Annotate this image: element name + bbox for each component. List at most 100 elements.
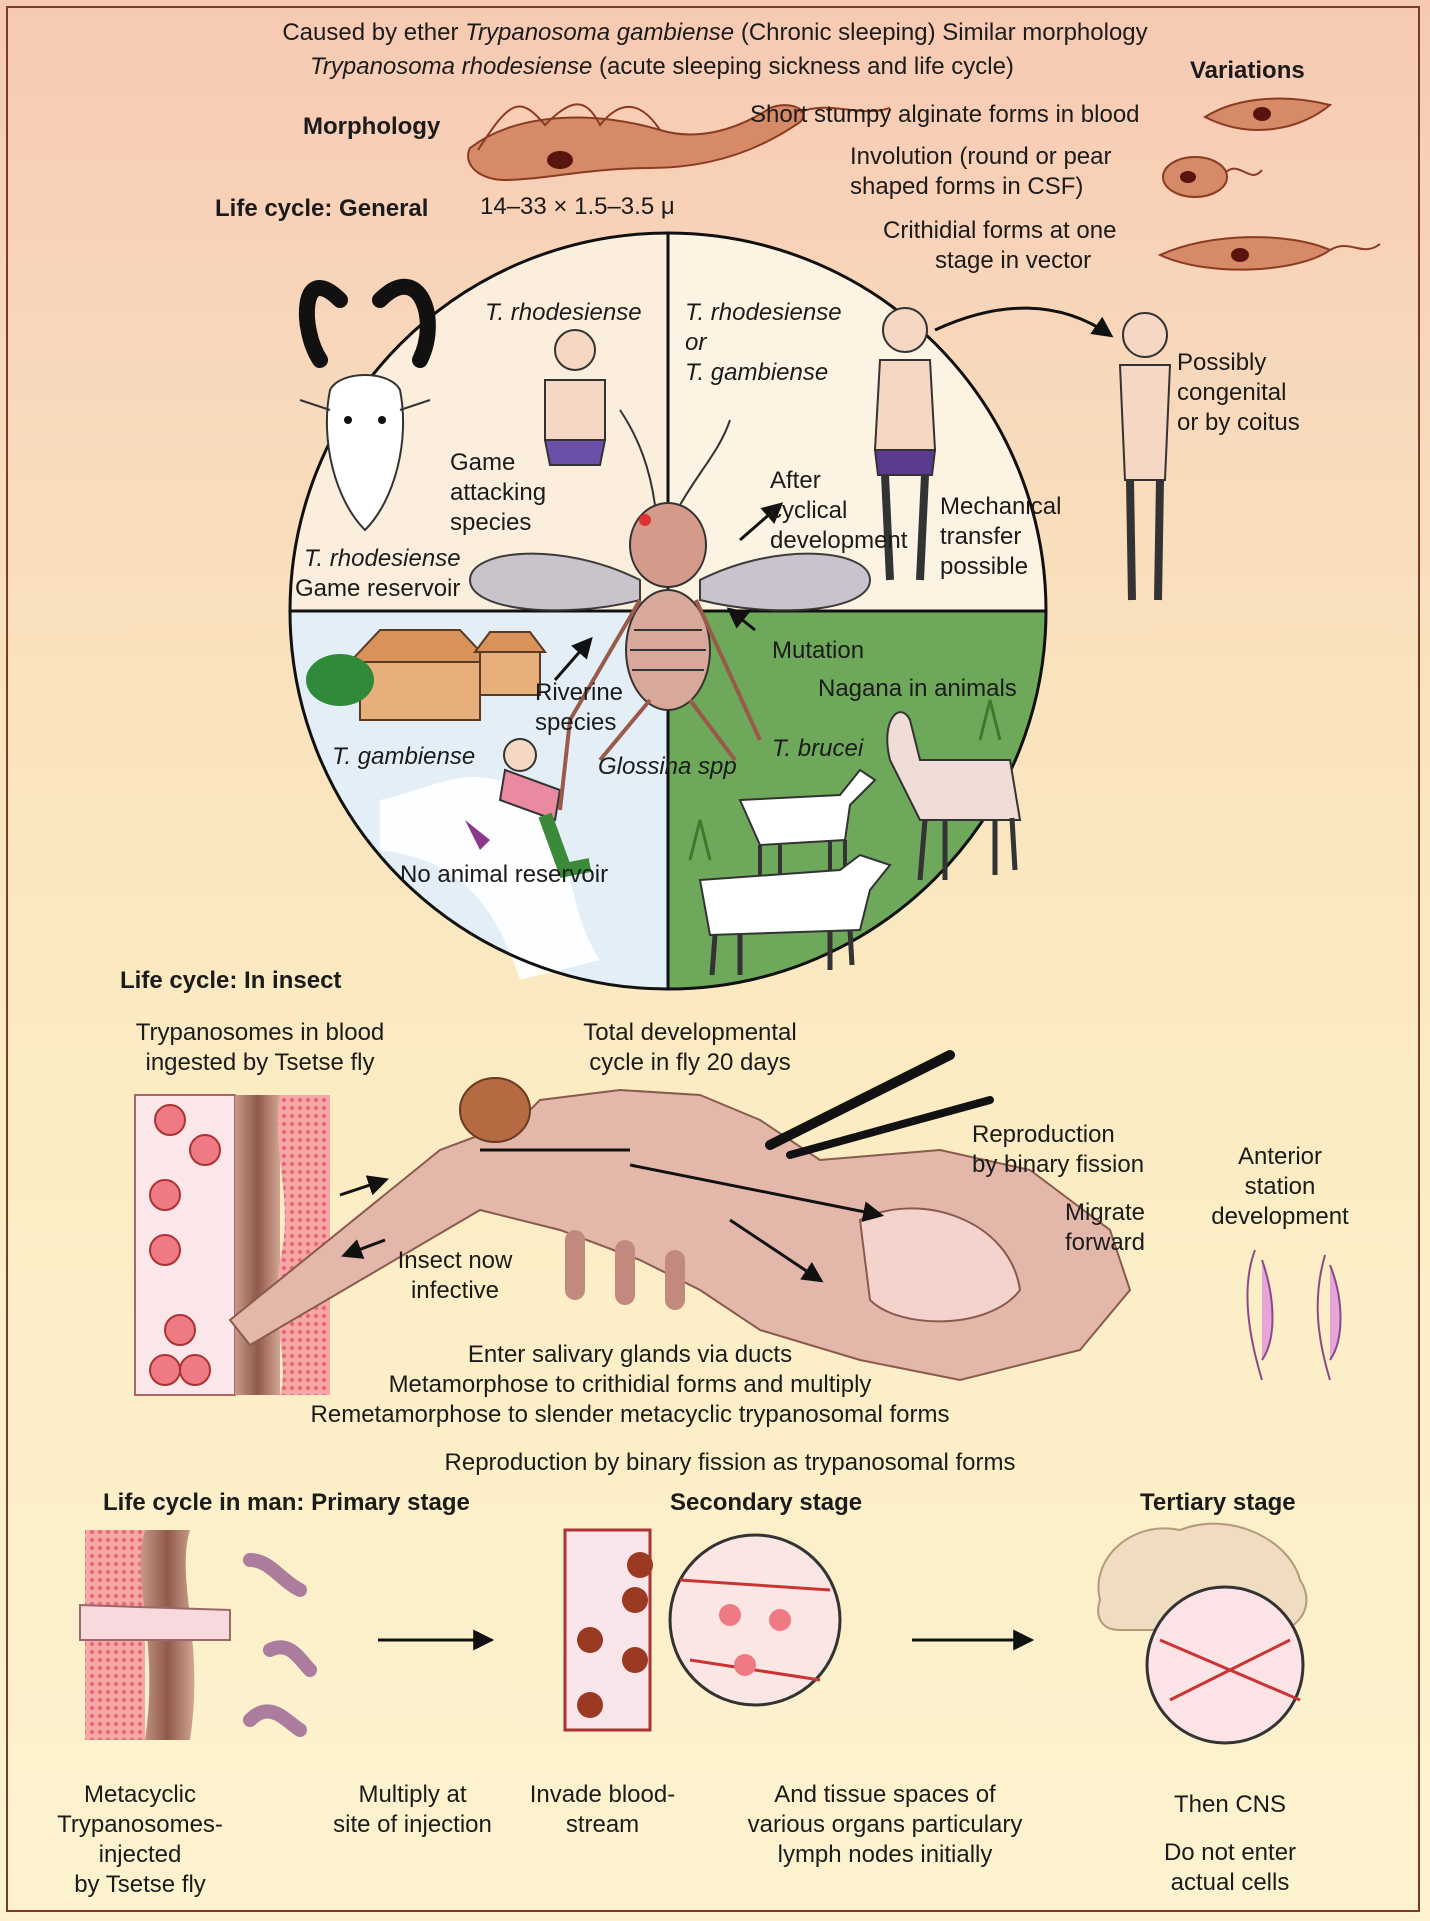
label-rhod-or-1: T. rhodesiense (685, 299, 842, 326)
metacyclic-label-4: by Tsetse fly (74, 1871, 206, 1898)
arrow-mutation (726, 607, 756, 632)
goat-figure (738, 768, 877, 880)
multiply-label-1: Multiply at (358, 1781, 467, 1808)
brain-cns (1097, 1522, 1308, 1745)
blood-vessel-insect (134, 1094, 330, 1396)
woman-figure (1118, 312, 1172, 601)
tissue-label-2: various organs particulary (747, 1811, 1023, 1838)
label-mutation: Mutation (772, 637, 865, 664)
total-cycle-label-1: Total developmental (583, 1019, 797, 1046)
anterior-station-forms (1246, 1249, 1342, 1381)
label-after-3: development (770, 527, 908, 554)
label-t-gambiense: T. gambiense (332, 743, 476, 770)
morphology-label: Morphology (303, 113, 441, 140)
reproduction-label-1: Reproduction (972, 1121, 1115, 1148)
injection-site (79, 1530, 317, 1740)
label-rhod-or-2: or (685, 329, 707, 356)
variations-heading: Variations (1190, 57, 1305, 84)
not-enter-label-2: actual cells (1170, 1869, 1290, 1896)
tertiary-stage-heading: Tertiary stage (1140, 1489, 1296, 1516)
infective-label-2: infective (410, 1277, 500, 1304)
insect-step-2: Metamorphose to crithidial forms and mul… (388, 1371, 872, 1398)
life-cycle-general-heading: Life cycle: General (215, 195, 429, 222)
variation-3-label-a: Crithidial forms at one (883, 217, 1117, 244)
header-line1-text-a: Caused by ether (282, 19, 466, 46)
secondary-stage-heading: Secondary stage (670, 1489, 863, 1516)
header-line-1: Caused by ether Trypanosoma gambiense (C… (0, 18, 1430, 48)
label-game-3: species (450, 509, 532, 536)
bloodstream-vessel (563, 1528, 653, 1732)
label-riverine-1: Riverine (535, 679, 624, 706)
reproduction-label-2: by binary fission (972, 1151, 1145, 1178)
human-standing (873, 307, 937, 581)
human-sitting (543, 329, 607, 466)
label-glossina: Glossina spp (598, 753, 737, 780)
infective-label-1: Insect now (397, 1247, 513, 1274)
label-nagana: Nagana in animals (818, 675, 1017, 702)
label-rhod-or-3: T. gambiense (685, 359, 829, 386)
header-line1-text-c: (Chronic sleeping) Similar morphology (734, 19, 1148, 46)
multiply-label-2: site of injection (333, 1811, 492, 1838)
arrow-congenital (934, 306, 1114, 338)
label-t-brucei: T. brucei (772, 735, 864, 762)
arrow-cyclical (739, 502, 784, 542)
not-enter-label-1: Do not enter (1163, 1839, 1297, 1866)
label-game-1: Game (450, 449, 516, 476)
variation-3-label-b: stage in vector (935, 247, 1092, 274)
label-after-1: After (770, 467, 821, 494)
label-mechanical-2: transfer (940, 523, 1022, 550)
label-possibly-1: Possibly (1177, 349, 1267, 376)
variation-1-label: Short stumpy alginate forms in blood (750, 101, 1140, 128)
ingested-label-1: Trypanosomes in blood (135, 1019, 385, 1046)
metacyclic-label-2: Trypanosomes- (57, 1811, 223, 1838)
insect-step-3: Remetamorphose to slender metacyclic try… (310, 1401, 950, 1428)
label-no-animal: No animal reservoir (400, 861, 609, 888)
header-line2-text: (acute sleeping sickness and life cycle) (592, 53, 1014, 80)
label-possibly-3: or by coitus (1177, 409, 1300, 436)
repro-binary-label: Reproduction by binary fission as trypan… (444, 1449, 1016, 1476)
label-mechanical-3: possible (940, 553, 1029, 580)
migrate-label-2: forward (1064, 1229, 1146, 1256)
header-line2-species: Trypanosoma rhodesiense (310, 53, 593, 80)
tsetse-fly-anatomy (228, 1050, 1132, 1382)
variation-2-label-a: Involution (round or pear (850, 143, 1112, 170)
label-after-2: cyclical (770, 497, 848, 524)
anterior-label-3: development (1211, 1203, 1349, 1230)
insect-step-1: Enter salivary glands via ducts (467, 1341, 793, 1368)
cns-label: Then CNS (1173, 1791, 1287, 1818)
invade-label-2: stream (565, 1811, 640, 1838)
label-t-rhodesiense-top: T. rhodesiense (485, 299, 642, 326)
header-line-2: Trypanosoma rhodesiense (acute sleeping … (310, 52, 1014, 82)
anterior-label-2: station (1244, 1173, 1316, 1200)
variation-stumpy-form (1202, 97, 1333, 131)
label-possibly-2: congenital (1177, 379, 1287, 406)
cow-figure (698, 853, 892, 976)
variation-crithidial-form (1157, 236, 1381, 271)
invade-label-1: Invade blood- (529, 1781, 676, 1808)
label-t-rhodesiense-game: T. rhodesiense (304, 545, 461, 572)
antelope-figure (298, 278, 436, 532)
primary-stage-heading: Life cycle in man: Primary stage (103, 1489, 470, 1516)
variation-involution-form (1162, 156, 1263, 198)
arrow-riverine (553, 636, 593, 681)
total-cycle-label-2: cycle in fly 20 days (589, 1049, 791, 1076)
header-line1-species: Trypanosoma gambiense (465, 19, 735, 46)
label-game-reservoir: Game reservoir (295, 575, 461, 602)
label-mechanical-1: Mechanical (940, 493, 1062, 520)
woman-washing (465, 738, 592, 879)
tsetse-fly-center (468, 409, 872, 811)
size-label: 14–33 × 1.5–3.5 μ (480, 193, 675, 220)
metacyclic-label-3: injected (98, 1841, 182, 1868)
label-riverine-2: species (535, 709, 617, 736)
label-game-2: attacking (450, 479, 547, 506)
morphology-trypanosome (467, 103, 891, 182)
ingested-label-2: ingested by Tsetse fly (145, 1049, 375, 1076)
insect-section-heading: Life cycle: In insect (120, 967, 342, 994)
metacyclic-label-1: Metacyclic (83, 1781, 197, 1808)
variation-2-label-b: shaped forms in CSF) (850, 173, 1084, 200)
tissue-label-3: lymph nodes initially (777, 1841, 993, 1868)
horse-figure (886, 711, 1022, 881)
lymph-node-circle (668, 1533, 842, 1707)
